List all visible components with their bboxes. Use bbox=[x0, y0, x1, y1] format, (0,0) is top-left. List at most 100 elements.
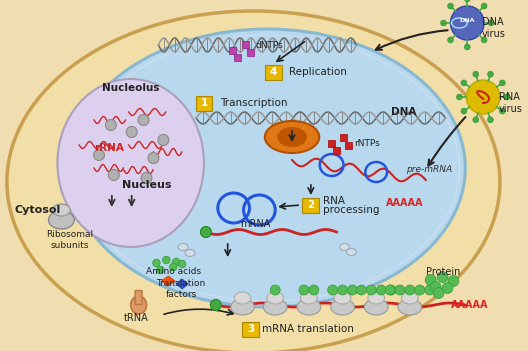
Circle shape bbox=[93, 150, 105, 160]
Text: Nucleolus: Nucleolus bbox=[102, 83, 159, 93]
Text: Ribosomal
subunits: Ribosomal subunits bbox=[46, 230, 93, 250]
FancyBboxPatch shape bbox=[303, 198, 319, 212]
Circle shape bbox=[178, 260, 186, 268]
Circle shape bbox=[487, 71, 494, 77]
Circle shape bbox=[386, 285, 396, 295]
Ellipse shape bbox=[331, 299, 354, 315]
Text: Amino acids: Amino acids bbox=[146, 267, 201, 277]
Circle shape bbox=[141, 172, 152, 184]
Circle shape bbox=[448, 276, 459, 286]
Circle shape bbox=[163, 256, 170, 264]
Circle shape bbox=[488, 20, 494, 26]
Circle shape bbox=[464, 0, 470, 2]
Text: 3: 3 bbox=[247, 324, 254, 334]
Circle shape bbox=[210, 299, 221, 311]
Circle shape bbox=[108, 170, 119, 180]
Ellipse shape bbox=[398, 299, 422, 315]
FancyBboxPatch shape bbox=[135, 291, 142, 305]
Ellipse shape bbox=[178, 244, 188, 251]
Circle shape bbox=[433, 287, 444, 298]
Ellipse shape bbox=[401, 292, 418, 304]
Ellipse shape bbox=[49, 211, 74, 229]
Text: tRNA: tRNA bbox=[124, 313, 149, 323]
Circle shape bbox=[153, 259, 160, 267]
Text: AAAAA: AAAAA bbox=[450, 300, 488, 310]
Ellipse shape bbox=[58, 79, 204, 247]
Polygon shape bbox=[162, 276, 175, 286]
Circle shape bbox=[405, 285, 415, 295]
Circle shape bbox=[504, 94, 510, 100]
Text: 4: 4 bbox=[270, 67, 277, 77]
Circle shape bbox=[157, 266, 164, 274]
Ellipse shape bbox=[300, 292, 317, 304]
Circle shape bbox=[347, 285, 357, 295]
Circle shape bbox=[456, 94, 463, 100]
Circle shape bbox=[328, 285, 337, 295]
Circle shape bbox=[415, 285, 425, 295]
Circle shape bbox=[376, 285, 386, 295]
Text: Transcription: Transcription bbox=[220, 98, 287, 108]
Text: dNTPs: dNTPs bbox=[256, 41, 283, 51]
Text: Protein: Protein bbox=[426, 267, 461, 277]
Circle shape bbox=[385, 285, 395, 295]
FancyBboxPatch shape bbox=[265, 65, 281, 79]
Ellipse shape bbox=[231, 299, 254, 315]
Bar bbox=[340, 133, 347, 140]
Circle shape bbox=[440, 20, 447, 26]
Circle shape bbox=[461, 80, 467, 86]
Text: Cytosol: Cytosol bbox=[14, 205, 61, 215]
Circle shape bbox=[309, 285, 319, 295]
Ellipse shape bbox=[340, 244, 350, 251]
Circle shape bbox=[448, 37, 454, 43]
Ellipse shape bbox=[267, 292, 284, 304]
Ellipse shape bbox=[277, 127, 307, 147]
Polygon shape bbox=[176, 279, 188, 289]
Ellipse shape bbox=[185, 250, 195, 257]
Text: mRNA: mRNA bbox=[240, 219, 271, 229]
Circle shape bbox=[158, 134, 169, 146]
Circle shape bbox=[461, 108, 467, 114]
Text: DNA: DNA bbox=[459, 18, 475, 22]
Circle shape bbox=[138, 114, 149, 126]
Text: Nucleus: Nucleus bbox=[122, 180, 171, 190]
Ellipse shape bbox=[69, 29, 465, 307]
Circle shape bbox=[425, 285, 435, 295]
Circle shape bbox=[126, 126, 137, 138]
Circle shape bbox=[448, 3, 454, 9]
Ellipse shape bbox=[368, 292, 384, 304]
Text: mRNA translation: mRNA translation bbox=[262, 324, 354, 334]
Circle shape bbox=[395, 285, 405, 295]
Circle shape bbox=[106, 119, 116, 131]
Bar bbox=[333, 146, 340, 153]
Circle shape bbox=[499, 80, 505, 86]
Circle shape bbox=[337, 285, 347, 295]
Circle shape bbox=[169, 263, 177, 271]
Circle shape bbox=[473, 71, 479, 77]
Circle shape bbox=[499, 108, 505, 114]
Ellipse shape bbox=[364, 299, 388, 315]
Circle shape bbox=[481, 37, 487, 43]
Circle shape bbox=[356, 285, 366, 295]
Ellipse shape bbox=[7, 11, 500, 351]
Ellipse shape bbox=[131, 296, 147, 314]
Circle shape bbox=[201, 226, 211, 238]
Text: AAAAA: AAAAA bbox=[386, 198, 423, 208]
Text: DNA
virus: DNA virus bbox=[482, 17, 506, 39]
Text: RNA
virus: RNA virus bbox=[499, 92, 523, 114]
Text: 1: 1 bbox=[200, 98, 208, 108]
Circle shape bbox=[430, 282, 441, 292]
Circle shape bbox=[442, 283, 453, 293]
Text: rRNA: rRNA bbox=[94, 143, 124, 153]
Circle shape bbox=[473, 117, 479, 123]
Ellipse shape bbox=[234, 292, 251, 304]
Bar bbox=[328, 139, 335, 146]
Ellipse shape bbox=[265, 121, 319, 153]
Bar bbox=[242, 40, 249, 47]
Circle shape bbox=[466, 80, 500, 114]
Circle shape bbox=[450, 6, 484, 40]
Bar bbox=[234, 53, 241, 60]
Circle shape bbox=[173, 258, 180, 266]
Text: Translation
factors: Translation factors bbox=[156, 279, 206, 299]
Text: processing: processing bbox=[323, 205, 379, 215]
Text: pre-mRNA: pre-mRNA bbox=[406, 166, 452, 174]
